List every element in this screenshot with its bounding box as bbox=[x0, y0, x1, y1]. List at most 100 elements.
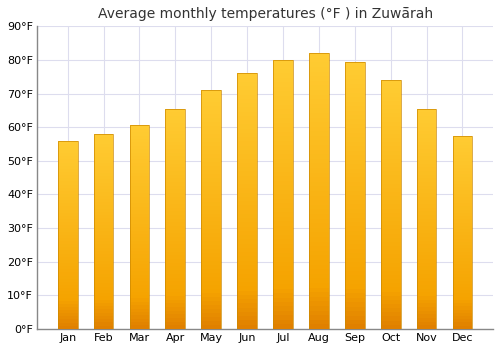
Bar bbox=[130, 292, 150, 295]
Bar bbox=[94, 303, 114, 306]
Bar bbox=[130, 142, 150, 146]
Bar bbox=[273, 127, 293, 132]
Bar bbox=[452, 190, 472, 194]
Bar bbox=[309, 256, 329, 260]
Bar bbox=[452, 135, 472, 329]
Bar bbox=[166, 292, 185, 296]
Bar bbox=[202, 110, 221, 114]
Bar bbox=[273, 221, 293, 226]
Bar bbox=[202, 142, 221, 146]
Bar bbox=[416, 288, 436, 292]
Bar bbox=[345, 146, 364, 151]
Bar bbox=[166, 259, 185, 263]
Bar bbox=[238, 137, 257, 141]
Bar bbox=[345, 284, 364, 289]
Bar bbox=[345, 311, 364, 315]
Bar bbox=[416, 226, 436, 230]
Bar bbox=[345, 266, 364, 271]
Bar bbox=[452, 306, 472, 309]
Bar bbox=[166, 310, 185, 314]
Bar bbox=[202, 273, 221, 277]
Bar bbox=[238, 316, 257, 320]
Bar bbox=[381, 204, 400, 209]
Bar bbox=[238, 303, 257, 308]
Bar bbox=[416, 189, 436, 193]
Bar bbox=[345, 200, 364, 204]
Bar bbox=[58, 294, 78, 297]
Bar bbox=[381, 155, 400, 159]
Bar bbox=[238, 116, 257, 120]
Bar bbox=[238, 167, 257, 171]
Bar bbox=[238, 112, 257, 116]
Bar bbox=[452, 236, 472, 239]
Bar bbox=[238, 180, 257, 184]
Bar bbox=[130, 190, 150, 193]
Bar bbox=[273, 320, 293, 324]
Bar bbox=[381, 300, 400, 304]
Bar bbox=[166, 175, 185, 178]
Bar bbox=[345, 293, 364, 298]
Bar bbox=[381, 130, 400, 134]
Bar bbox=[202, 170, 221, 174]
Bar bbox=[416, 108, 436, 329]
Bar bbox=[94, 300, 114, 303]
Bar bbox=[58, 156, 78, 160]
Bar bbox=[130, 217, 150, 220]
Bar bbox=[416, 219, 436, 223]
Bar bbox=[94, 284, 114, 287]
Bar bbox=[381, 113, 400, 117]
Bar bbox=[58, 225, 78, 229]
Bar bbox=[416, 178, 436, 182]
Bar bbox=[238, 325, 257, 329]
Bar bbox=[202, 217, 221, 222]
Bar bbox=[452, 300, 472, 303]
Bar bbox=[94, 313, 114, 316]
Bar bbox=[381, 209, 400, 213]
Bar bbox=[416, 171, 436, 175]
Bar bbox=[238, 150, 257, 154]
Bar bbox=[416, 186, 436, 189]
Bar bbox=[202, 305, 221, 309]
Bar bbox=[202, 98, 221, 102]
Bar bbox=[416, 127, 436, 131]
Bar bbox=[58, 238, 78, 241]
Bar bbox=[94, 231, 114, 235]
Bar bbox=[452, 164, 472, 168]
Bar bbox=[381, 262, 400, 267]
Bar bbox=[238, 278, 257, 282]
Bar bbox=[273, 199, 293, 203]
Bar bbox=[452, 139, 472, 142]
Bar bbox=[130, 254, 150, 258]
Bar bbox=[202, 317, 221, 321]
Bar bbox=[345, 226, 364, 231]
Bar bbox=[94, 322, 114, 326]
Bar bbox=[130, 207, 150, 210]
Bar bbox=[381, 88, 400, 92]
Bar bbox=[130, 319, 150, 322]
Bar bbox=[166, 266, 185, 270]
Bar bbox=[309, 136, 329, 140]
Bar bbox=[381, 287, 400, 292]
Bar bbox=[309, 274, 329, 278]
Bar bbox=[452, 219, 472, 223]
Bar bbox=[381, 242, 400, 246]
Bar bbox=[416, 318, 436, 322]
Bar bbox=[416, 123, 436, 127]
Bar bbox=[381, 80, 400, 84]
Bar bbox=[345, 217, 364, 222]
Bar bbox=[345, 66, 364, 70]
Bar bbox=[345, 258, 364, 262]
Bar bbox=[130, 183, 150, 187]
Bar bbox=[381, 109, 400, 113]
Bar bbox=[381, 80, 400, 329]
Bar bbox=[130, 326, 150, 329]
Bar bbox=[130, 193, 150, 197]
Bar bbox=[202, 237, 221, 241]
Bar bbox=[58, 298, 78, 301]
Bar bbox=[130, 139, 150, 142]
Bar bbox=[273, 176, 293, 181]
Bar bbox=[452, 155, 472, 158]
Bar bbox=[345, 240, 364, 244]
Bar bbox=[94, 212, 114, 215]
Bar bbox=[94, 287, 114, 290]
